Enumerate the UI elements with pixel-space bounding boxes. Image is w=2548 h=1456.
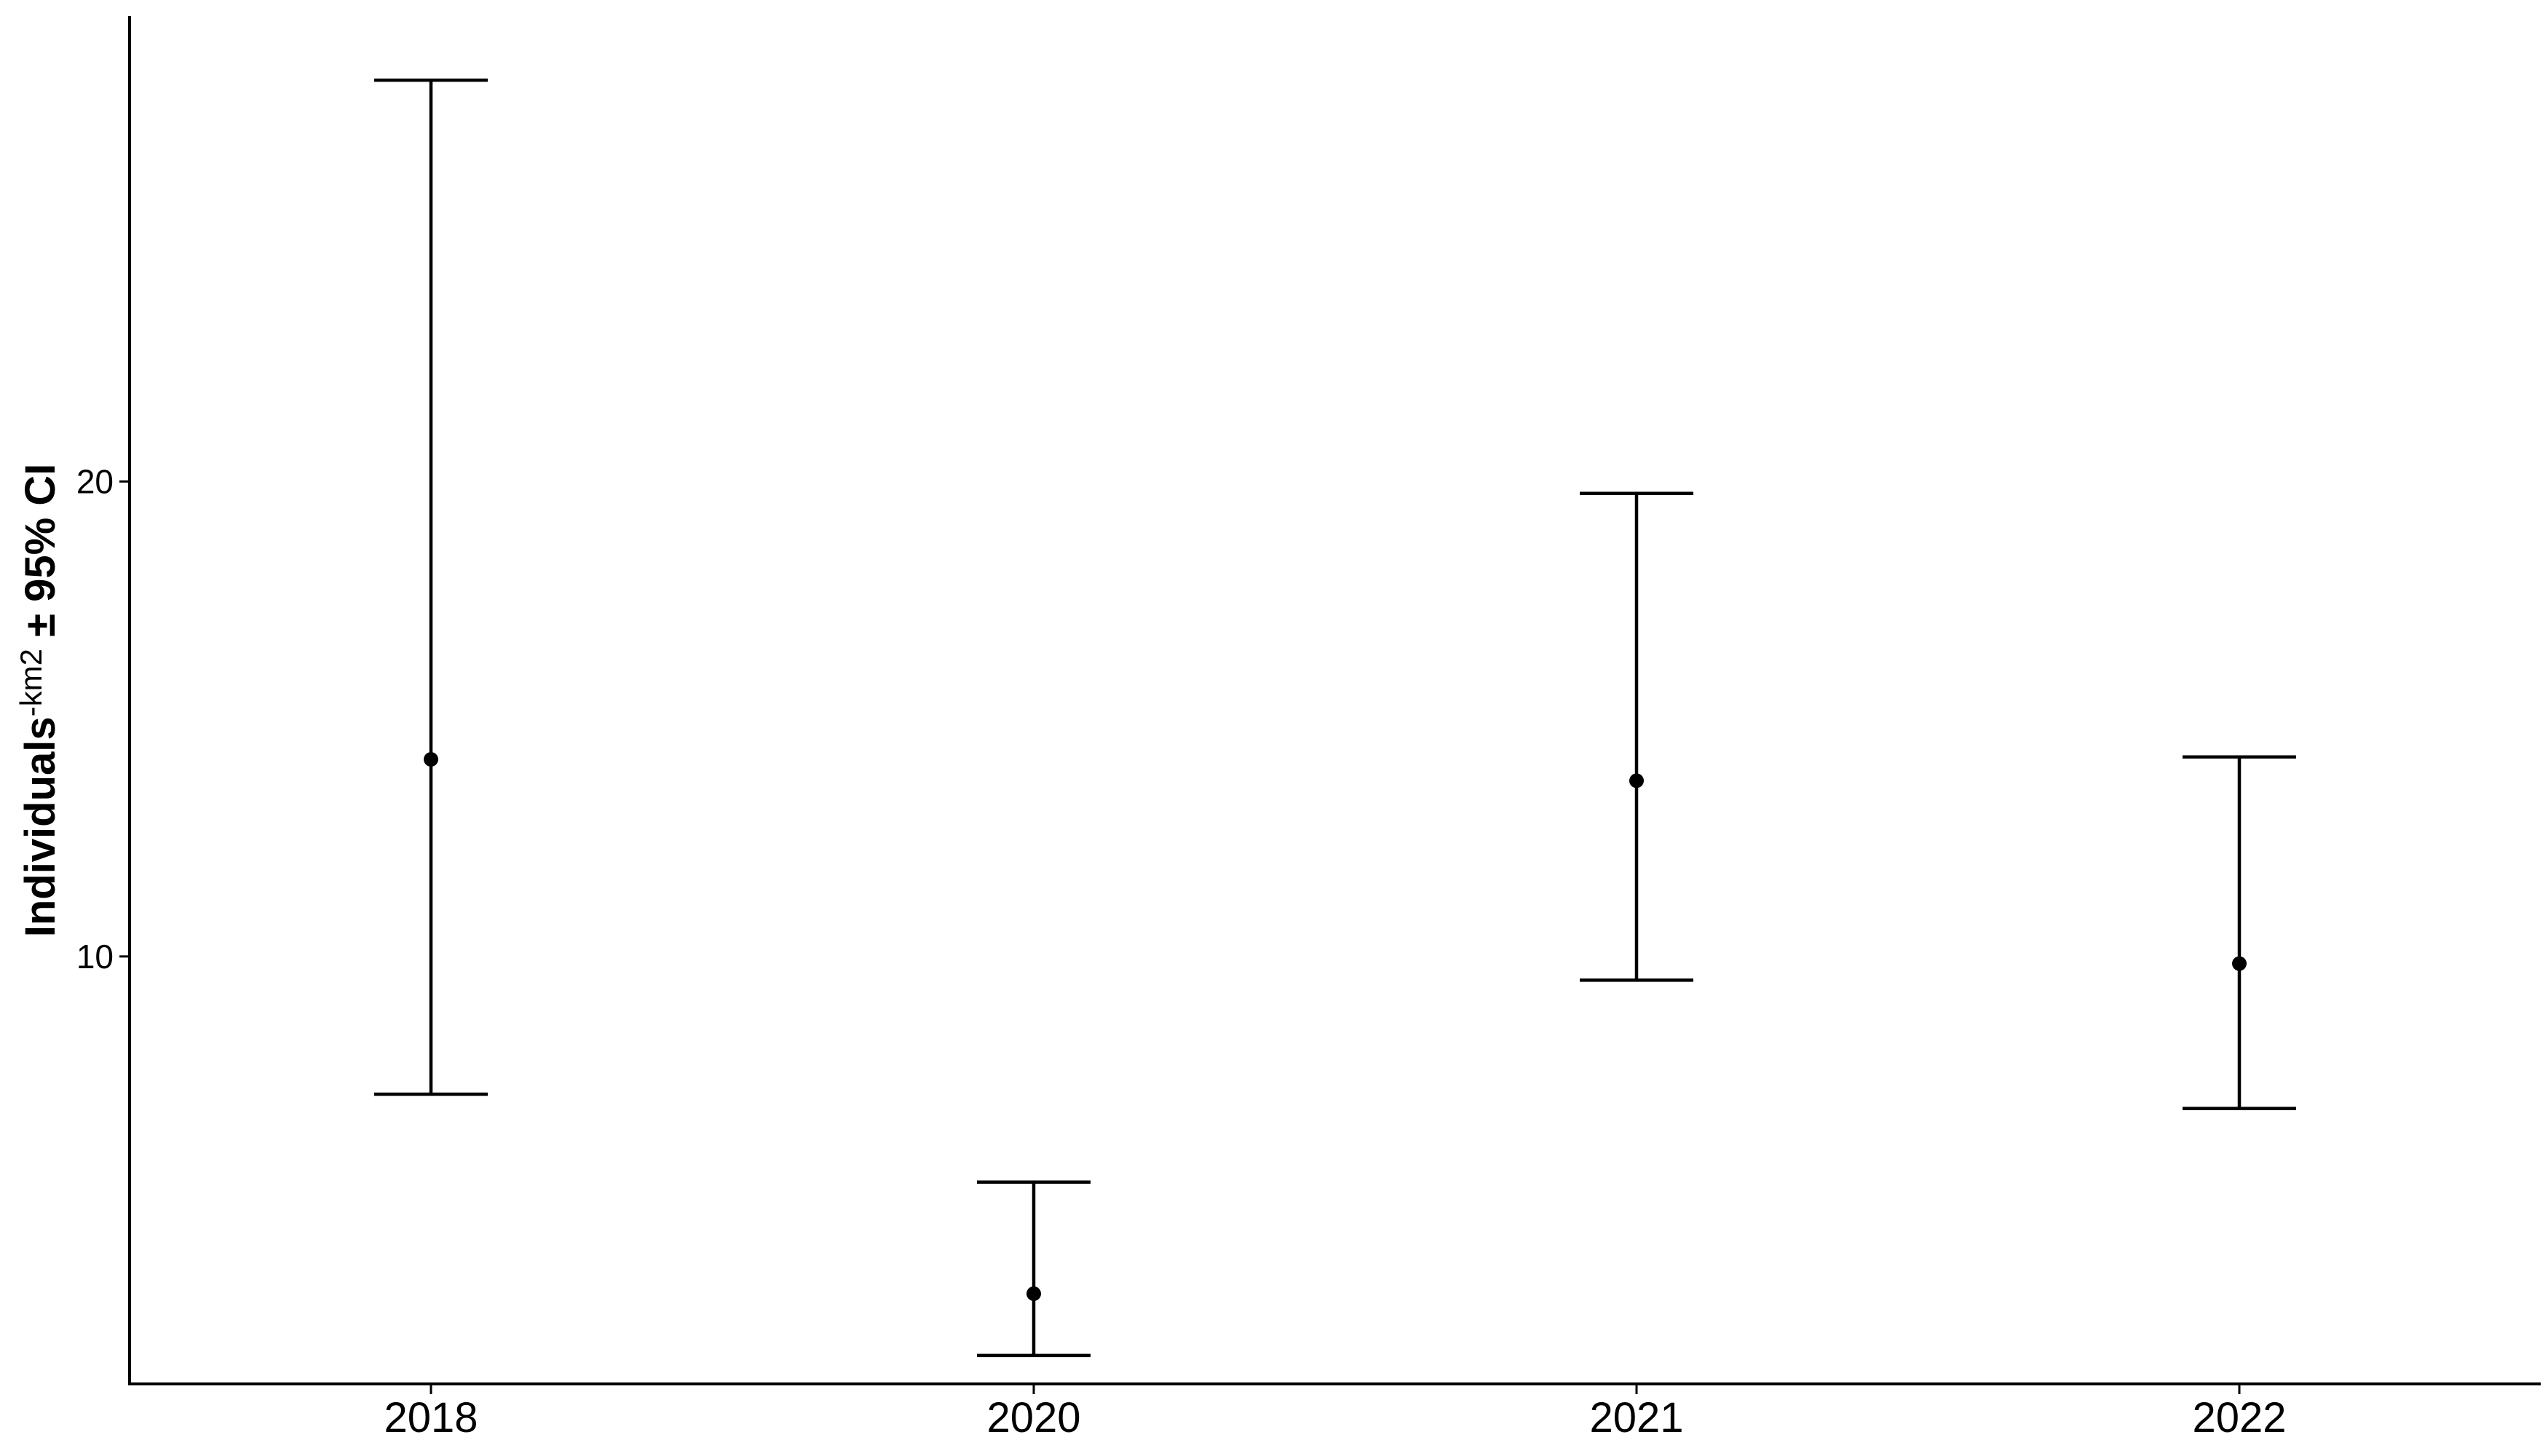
axes [128, 16, 2541, 1385]
errorbar-2021 [1580, 491, 1693, 982]
estimate-point [424, 752, 438, 767]
x-tick-label: 2021 [1589, 1394, 1683, 1441]
estimate-point [1026, 1286, 1041, 1302]
errorbar-2020 [977, 1180, 1091, 1358]
y-axis-label-superscript: -km2 [14, 649, 48, 716]
y-axis-label-suffix: ± 95% CI [17, 464, 64, 649]
errorbar-2022 [2183, 755, 2296, 1110]
x-tick-label: 2018 [384, 1394, 478, 1441]
x-ticks: 2018 2020 2021 2022 [384, 1384, 2287, 1441]
estimate-point [1629, 773, 1644, 788]
estimate-point [2232, 956, 2247, 971]
y-tick-label: 10 [76, 938, 114, 976]
y-axis-label-prefix: Individuals [17, 716, 64, 937]
y-ticks: 10 20 [76, 462, 130, 976]
x-tick-label: 2020 [986, 1394, 1080, 1441]
errorbars [374, 78, 2296, 1358]
y-tick-label: 20 [76, 462, 114, 500]
x-tick-label: 2022 [2192, 1394, 2286, 1441]
y-axis-label: Individuals-km2 ± 95% CI [14, 464, 64, 938]
errorbar-2018 [374, 78, 488, 1096]
